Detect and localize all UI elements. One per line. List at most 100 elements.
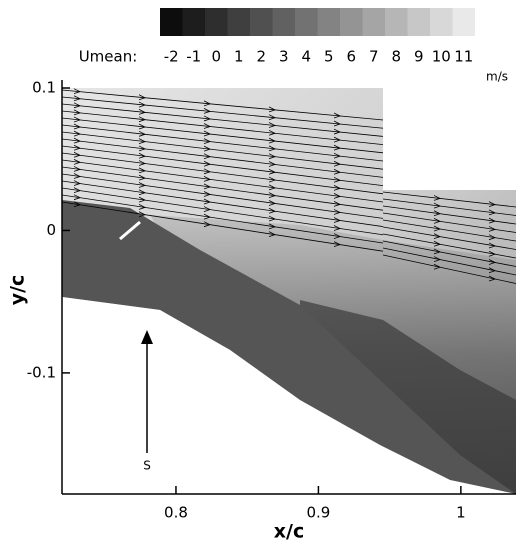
stream-arrow (73, 194, 82, 201)
surface-mark (119, 220, 141, 241)
stream-arrow (488, 226, 497, 232)
stream-arrow (268, 200, 277, 206)
stream-arrow (138, 109, 147, 115)
stream-arrow (333, 160, 342, 167)
stream-arrow (73, 166, 82, 172)
stream-arrow (203, 160, 212, 167)
streamline (62, 117, 384, 154)
stream-arrow (138, 182, 147, 188)
colorbar-cell (205, 8, 228, 36)
stream-arrow (73, 187, 82, 194)
colorbar-cell (317, 8, 340, 36)
y-tick-label: -0.1 (27, 363, 56, 381)
stream-arrow (73, 151, 82, 158)
streamlines (62, 88, 516, 284)
stream-arrow (488, 259, 497, 265)
stream-arrow (268, 231, 277, 238)
colorbar-cell (340, 8, 363, 36)
stream-arrow (433, 202, 442, 209)
colorbar-tick-label: -2 (164, 48, 179, 66)
colorbar-cell (272, 8, 295, 36)
stream-arrow (73, 95, 82, 102)
y-tick-label: 0 (46, 221, 56, 239)
x-tick-label: 0.9 (306, 504, 330, 522)
stream-arrow (488, 209, 497, 216)
stream-arrow (333, 209, 342, 215)
colorbar-tick-label: 8 (391, 48, 401, 66)
stream-arrow (433, 195, 442, 201)
stream-arrow (203, 191, 212, 197)
stream-arrow (138, 167, 147, 174)
stream-arrow (138, 101, 147, 108)
stream-arrow (203, 176, 212, 182)
streamline (62, 110, 384, 145)
annotation: S (143, 459, 151, 473)
stream-arrow (433, 233, 442, 240)
stream-arrow (203, 115, 212, 122)
colorbar-cell (385, 8, 408, 36)
stream-arrow (268, 106, 277, 113)
stream-arrow (333, 168, 342, 175)
colorbar-label: Umean: (79, 48, 138, 66)
streamline (62, 173, 384, 219)
streamline (62, 194, 384, 244)
streamline (62, 159, 384, 203)
stream-arrow (203, 168, 212, 175)
dark-wake (300, 300, 516, 494)
stream-arrow (138, 94, 147, 101)
stream-arrow (268, 184, 277, 191)
stream-arrow (268, 215, 277, 222)
colorbar-cell (430, 8, 453, 36)
x-tick-label: 0.8 (164, 504, 188, 522)
stream-arrow (138, 196, 147, 203)
stream-arrow (203, 138, 212, 144)
streamline (62, 187, 384, 236)
stream-arrow (203, 198, 212, 205)
colorbar-unit: m/s (486, 70, 508, 84)
stream-arrow (138, 189, 147, 196)
stream-arrow (268, 129, 277, 136)
colorbar-tick-label: 2 (256, 48, 266, 66)
stream-arrow (333, 128, 342, 135)
colorbar-cell (407, 8, 430, 36)
stream-arrow (138, 116, 147, 123)
colorbar-tick-label: 4 (301, 48, 311, 66)
stream-arrow (138, 174, 147, 181)
colorbar-tick-label: 10 (432, 48, 451, 66)
colorbar-cell (227, 8, 250, 36)
stream-arrow (268, 145, 277, 152)
stream-arrow (488, 267, 497, 274)
stream-arrow (138, 211, 147, 218)
stream-arrow (203, 183, 212, 190)
stream-arrow (268, 223, 277, 230)
stream-arrow (73, 130, 82, 137)
stream-arrow (488, 242, 497, 249)
stream-arrow (203, 145, 212, 152)
stream-arrow (333, 201, 342, 207)
stream-arrow (433, 240, 442, 247)
stream-arrow (333, 176, 342, 183)
stream-arrow (433, 210, 442, 217)
streamline (62, 152, 384, 195)
stream-arrow (138, 152, 147, 159)
lower-blank (62, 297, 516, 494)
stream-arrow (433, 225, 442, 232)
x-axis-label: x/c (274, 521, 304, 543)
y-axis-label: y/c (7, 275, 29, 306)
stream-arrow (433, 248, 442, 255)
y-tick-label: 0.1 (32, 79, 56, 97)
stream-arrow (203, 108, 212, 114)
x-tick-label: 1 (456, 504, 466, 522)
stream-arrow (73, 102, 82, 109)
stream-arrow (73, 173, 82, 179)
stream-arrow (488, 217, 497, 224)
stream-arrow (268, 192, 277, 199)
stream-arrow (203, 100, 212, 107)
stream-arrow (488, 201, 497, 208)
streamline (62, 103, 384, 137)
stream-arrow (73, 137, 82, 144)
colorbar-tick-label: 9 (414, 48, 424, 66)
colorbar-tick-label: -1 (186, 48, 201, 66)
stream-arrow (268, 122, 277, 128)
stream-arrow (138, 123, 147, 130)
